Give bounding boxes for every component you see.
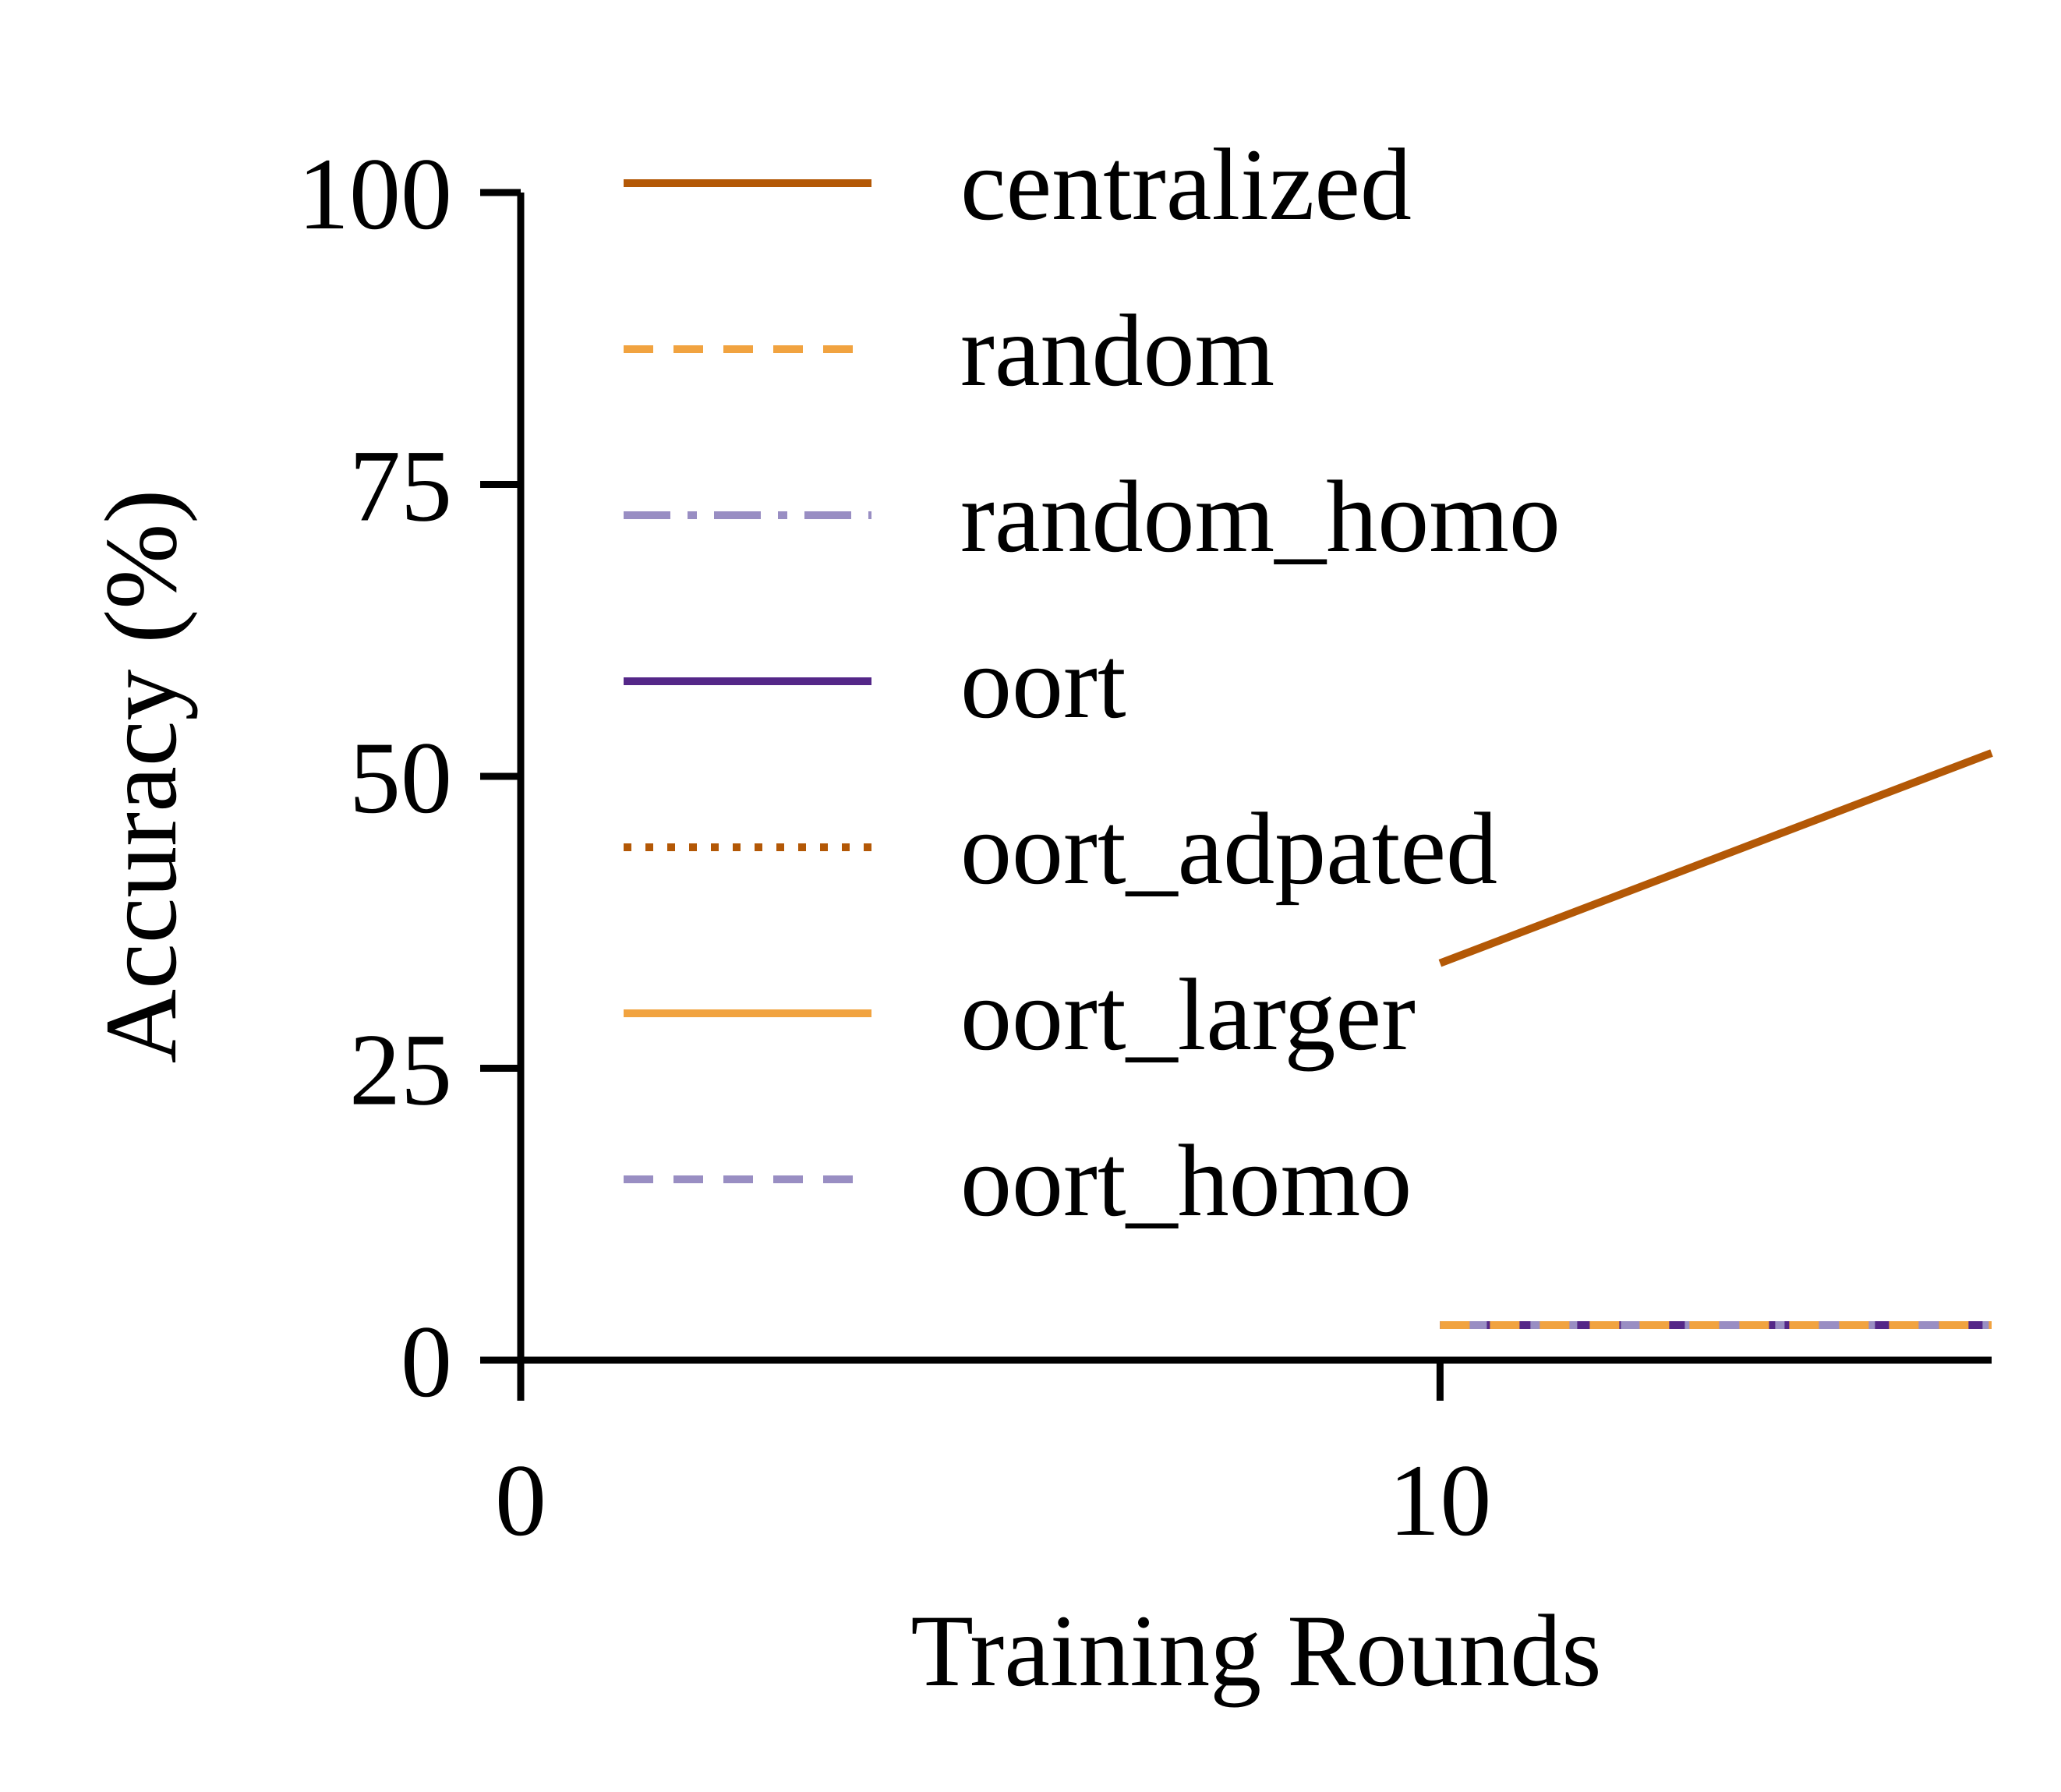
legend-item-random: random <box>624 293 1274 408</box>
legend-item-oort-larger: oort_larger <box>624 957 1416 1072</box>
legend-label-oort: oort <box>960 625 1126 740</box>
ticks-layer: 0 25 50 75 100 0 10 <box>298 136 1491 1557</box>
legend-item-oort: oort <box>624 625 1126 740</box>
y-axis-title: Accuracy (%) <box>83 490 198 1064</box>
y-tick-label-50: 50 <box>349 720 452 835</box>
legend-label-oort-adpated: oort_adpated <box>960 791 1497 906</box>
legend-item-oort-homo: oort_homo <box>624 1123 1412 1238</box>
legend-label-oort-homo: oort_homo <box>960 1123 1412 1238</box>
y-tick-label-25: 25 <box>349 1013 452 1127</box>
x-tick-label-0: 0 <box>495 1443 546 1557</box>
legend-item-random-homo: random_homo <box>624 459 1561 574</box>
legend-label-random: random <box>960 293 1274 408</box>
series-line-centralized <box>1438 749 1993 967</box>
series-layer <box>1438 749 1993 1330</box>
legend-label-oort-larger: oort_larger <box>960 957 1416 1072</box>
y-tick-label-75: 75 <box>349 429 452 543</box>
x-axis-title: Training Rounds <box>910 1593 1601 1708</box>
y-tick-label-0: 0 <box>401 1304 452 1419</box>
legend-label-random-homo: random_homo <box>960 459 1561 574</box>
legend-item-oort-adpated: oort_adpated <box>624 791 1497 906</box>
y-tick-label-100: 100 <box>298 136 452 251</box>
legend-item-centralized: centralized <box>624 127 1412 242</box>
x-tick-label-10: 10 <box>1388 1443 1491 1557</box>
legend-label-centralized: centralized <box>960 127 1412 242</box>
